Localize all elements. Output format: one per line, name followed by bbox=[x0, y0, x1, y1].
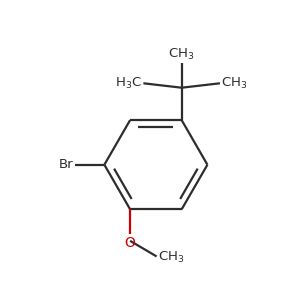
Text: H$_3$C: H$_3$C bbox=[115, 76, 142, 91]
Text: CH$_3$: CH$_3$ bbox=[158, 250, 184, 265]
Text: O: O bbox=[125, 236, 136, 250]
Text: CH$_3$: CH$_3$ bbox=[168, 47, 195, 62]
Text: Br: Br bbox=[59, 158, 74, 171]
Text: CH$_3$: CH$_3$ bbox=[221, 76, 248, 91]
